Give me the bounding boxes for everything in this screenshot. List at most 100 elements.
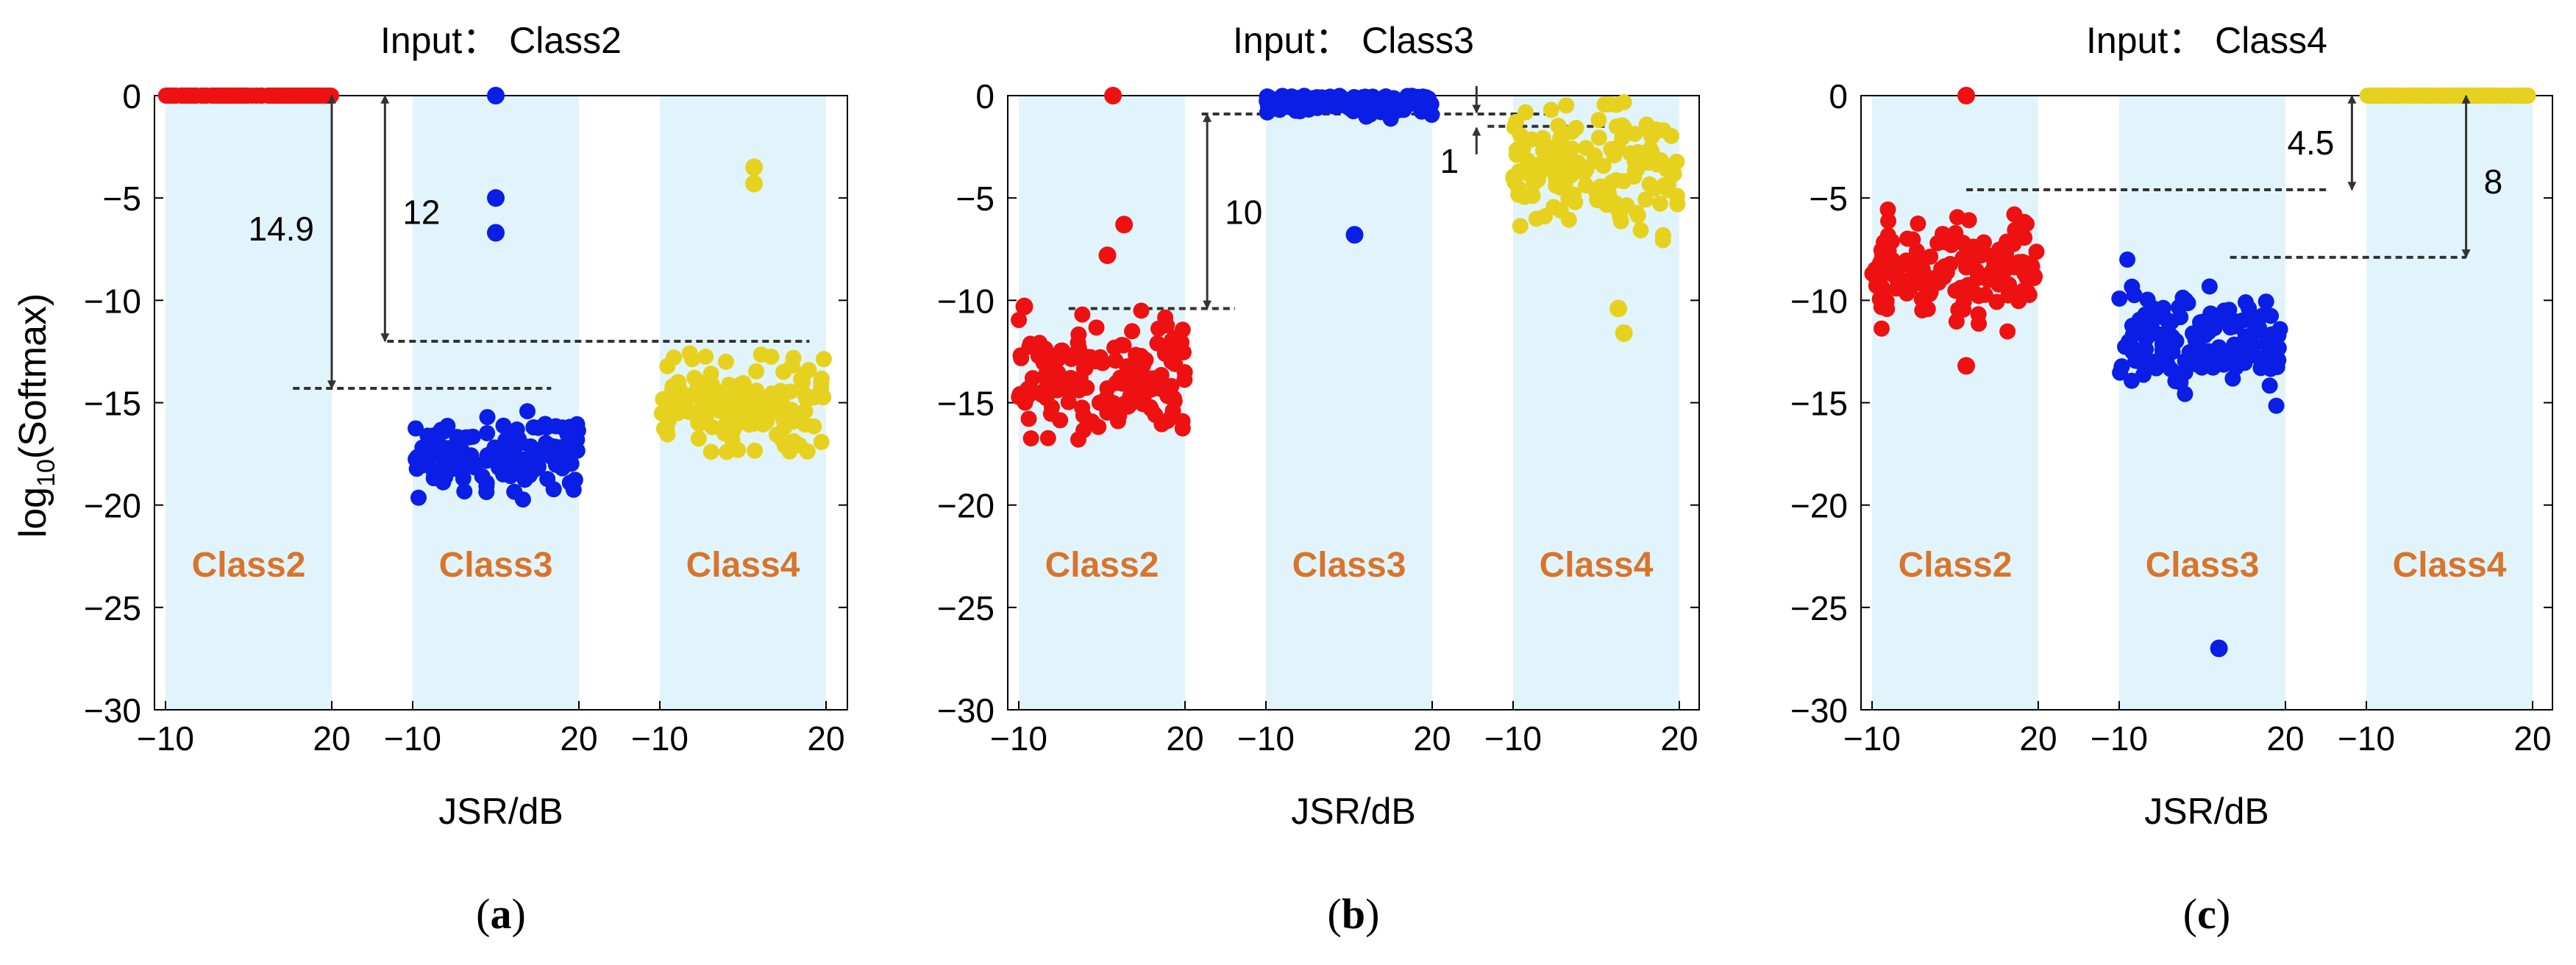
y-label-sub: 10 (32, 459, 60, 487)
point-class2 (1871, 270, 1888, 287)
point-class3 (2200, 343, 2217, 360)
point-class4 (1550, 117, 1567, 134)
point-class4 (1612, 208, 1629, 225)
class-label-class4: Class4 (2393, 546, 2507, 585)
outlier-class2 (1957, 357, 1976, 375)
point-class2 (1938, 264, 1955, 281)
point-class4 (1524, 188, 1541, 204)
point-class2 (1099, 380, 1116, 396)
point-class3 (445, 460, 462, 477)
y-axis-label: log10(Softmax) (12, 293, 60, 538)
outlier-class3 (487, 189, 505, 207)
point-class2 (1134, 396, 1151, 413)
point-class2 (1899, 230, 1916, 247)
point-class3 (478, 483, 495, 500)
point-class2 (204, 88, 221, 104)
x-tick-label: 20 (807, 719, 844, 758)
point-class4 (1654, 227, 1671, 243)
point-class4 (1637, 191, 1654, 208)
point-class3 (411, 450, 428, 467)
point-class4 (704, 390, 721, 407)
panel-label: (b) (1328, 890, 1380, 938)
point-class4 (805, 418, 822, 435)
y-label-log: log (12, 487, 54, 538)
point-class4 (1568, 163, 1584, 179)
point-class3 (2113, 358, 2130, 375)
point-class4 (1655, 177, 1672, 194)
panel-title: Input： Class2 (380, 20, 622, 61)
point-class4 (659, 403, 676, 420)
point-class3 (519, 403, 536, 420)
point-class4 (1577, 177, 1594, 193)
point-class2 (1115, 337, 1132, 354)
point-class2 (1052, 412, 1069, 429)
point-class4 (748, 363, 765, 380)
outlier-class3 (487, 87, 505, 104)
point-class4 (1669, 196, 1686, 213)
point-class2 (1960, 277, 1977, 293)
point-class3 (2234, 312, 2251, 329)
point-class3 (2121, 333, 2138, 350)
point-class4 (797, 386, 814, 403)
point-class4 (814, 370, 830, 387)
outlier-class4 (1615, 324, 1633, 342)
point-class2 (1124, 323, 1141, 340)
point-class4 (1655, 122, 1672, 139)
point-class3 (408, 420, 424, 437)
y-tick-label: −5 (1810, 179, 1848, 218)
panel-label: (a) (476, 890, 526, 938)
class-label-class3: Class3 (1292, 546, 1406, 585)
point-class2 (1913, 291, 1930, 307)
class-label-class2: Class2 (192, 546, 306, 585)
point-class3 (433, 421, 449, 438)
point-class3 (506, 483, 523, 500)
point-class2 (1145, 370, 1161, 387)
point-class2 (1020, 410, 1037, 427)
point-class2 (1094, 355, 1111, 371)
point-class4 (1590, 111, 1607, 128)
point-class4 (1512, 139, 1529, 156)
y-tick-label: 0 (1829, 77, 1848, 115)
x-tick-label: −10 (1237, 719, 1295, 758)
point-class2 (1159, 388, 1176, 405)
y-tick-label: −20 (1790, 487, 1848, 525)
point-class4 (2496, 88, 2513, 104)
point-class3 (479, 424, 496, 441)
point-class2 (1070, 431, 1086, 448)
point-class4 (1596, 96, 1613, 113)
point-class2 (1078, 380, 1095, 396)
point-class3 (2261, 377, 2278, 394)
point-class2 (2005, 235, 2022, 252)
point-class2 (313, 88, 330, 104)
point-class3 (464, 428, 481, 445)
point-class4 (1598, 179, 1615, 196)
point-class2 (1011, 312, 1028, 329)
point-class2 (1013, 349, 1030, 366)
point-class3 (456, 483, 473, 500)
point-class4 (1615, 118, 1632, 135)
point-class2 (228, 88, 245, 104)
point-class4 (1558, 97, 1575, 114)
y-tick-label: −25 (1790, 589, 1848, 627)
point-class2 (1975, 234, 1992, 251)
y-tick-label: −30 (1790, 691, 1848, 730)
point-class3 (563, 437, 580, 454)
point-class2 (1022, 430, 1039, 447)
point-class4 (1651, 195, 1668, 212)
y-tick-label: 0 (975, 77, 995, 115)
point-class2 (1954, 249, 1971, 266)
point-class4 (1519, 165, 1536, 182)
point-class4 (766, 399, 783, 416)
point-class3 (2163, 313, 2180, 330)
point-class4 (702, 444, 719, 460)
outlier-class2 (1098, 246, 1117, 265)
point-class3 (554, 419, 571, 436)
point-class3 (2135, 366, 2152, 383)
point-class3 (2268, 397, 2285, 414)
point-class2 (1127, 367, 1144, 384)
point-class3 (2111, 290, 2128, 307)
point-class4 (735, 374, 752, 391)
point-class4 (1626, 153, 1643, 170)
point-class2 (1999, 323, 2016, 340)
